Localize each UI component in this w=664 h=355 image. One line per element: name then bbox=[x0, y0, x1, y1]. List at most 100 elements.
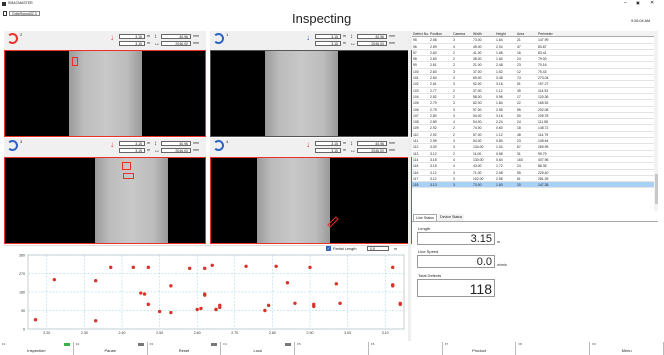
column-header[interactable]: Perimeter bbox=[538, 32, 553, 36]
table-row[interactable]: 102 2.61 3 92.00 3.16 51 197.27 bbox=[412, 81, 654, 88]
column-header[interactable]: Position bbox=[430, 32, 443, 36]
table-row[interactable]: 101 2.60 3 69.00 3.48 74 273.04 bbox=[412, 75, 654, 82]
table-row[interactable]: 110 2.92 2 57.00 1.12 48 114.79 bbox=[412, 132, 654, 139]
table-row[interactable]: 108 2.89 4 54.00 2.24 24 111.58 bbox=[412, 119, 654, 126]
column-header[interactable]: Camera bbox=[453, 32, 466, 36]
table-cell: 2.48 bbox=[496, 63, 503, 68]
refresh-icon[interactable] bbox=[213, 140, 224, 151]
recipe-tab[interactable]: GriteRound32.3 bbox=[9, 11, 40, 16]
table-cell: 2 bbox=[453, 88, 455, 93]
function-key-f3[interactable]: F3 Reset bbox=[147, 342, 222, 355]
unit-label: m bbox=[147, 41, 150, 45]
table-cell: 100 bbox=[413, 69, 419, 74]
table-row[interactable]: 114 3.15 4 130.00 0.64 163 407.96 bbox=[412, 157, 654, 164]
position-end-input[interactable]: 3.15 bbox=[315, 148, 341, 153]
width-input[interactable]: 2046.00 bbox=[357, 148, 387, 153]
speed-box: 0.0 bbox=[417, 255, 495, 268]
tab-device-status[interactable]: Device Status bbox=[437, 214, 465, 222]
table-row[interactable]: 98 2.60 2 38.00 1.60 24 79.00 bbox=[412, 56, 654, 63]
table-row[interactable]: 117 3.12 3 102.00 2.56 61 281.39 bbox=[412, 176, 654, 183]
refresh-icon[interactable] bbox=[7, 33, 18, 44]
function-key-f5[interactable]: F5 bbox=[295, 342, 369, 355]
function-key-f4[interactable]: F4 Lock bbox=[221, 342, 296, 355]
table-cell: 48 bbox=[517, 132, 521, 137]
table-row[interactable]: 105 2.79 3 82.00 1.84 22 165.92 bbox=[412, 100, 654, 107]
height-input[interactable]: 40.96 bbox=[161, 141, 191, 146]
table-row[interactable]: 106 2.79 3 97.00 2.55 55 202.08 bbox=[412, 107, 654, 113]
close-icon[interactable]: ✕ bbox=[650, 0, 655, 6]
position-end-input[interactable]: 3.15 bbox=[119, 41, 145, 46]
table-cell: 2 bbox=[453, 63, 455, 68]
function-key-f2[interactable]: F2 Pause bbox=[73, 342, 148, 355]
function-key-f6[interactable]: F6 bbox=[368, 342, 443, 355]
function-key-f9[interactable]: F9 Menu bbox=[590, 342, 664, 355]
height-input[interactable]: 40.96 bbox=[357, 34, 387, 39]
column-header[interactable]: Width bbox=[473, 32, 482, 36]
status-led bbox=[211, 343, 218, 346]
position-start-input[interactable]: 3.15 bbox=[315, 34, 341, 39]
table-cell: 3 bbox=[453, 76, 455, 81]
position-end-input[interactable]: 3.15 bbox=[315, 41, 341, 46]
table-row[interactable]: 113 3.12 2 11.00 0.68 31 59.79 bbox=[412, 151, 654, 157]
table-row[interactable]: 103 2.77 2 37.00 1.12 49 114.93 bbox=[412, 88, 654, 94]
table-row[interactable]: 96 2.59 4 45.00 2.04 47 83.87 bbox=[412, 44, 654, 50]
menu-icon[interactable] bbox=[3, 11, 7, 16]
position-start-input[interactable]: 3.15 bbox=[119, 34, 145, 39]
table-cell: 2.56 bbox=[496, 176, 503, 181]
defect-point bbox=[109, 265, 113, 270]
table-row[interactable]: 109 2.92 2 74.00 0.60 18 148.72 bbox=[412, 125, 654, 132]
table-row[interactable]: 115 3.15 4 43.00 1.72 24 88.35 bbox=[412, 163, 654, 170]
scroll-thumb[interactable] bbox=[654, 174, 658, 204]
function-key-f1[interactable]: F1 Inspection bbox=[0, 342, 74, 355]
table-cell: 2.82 bbox=[430, 94, 437, 99]
page-title: Inspecting bbox=[292, 11, 352, 26]
defect-table: Defect No. Position Camera Width Height Area P… bbox=[412, 31, 654, 189]
function-key-f8[interactable]: F8 bbox=[516, 342, 591, 355]
tab-line-status[interactable]: Line Status bbox=[413, 214, 437, 222]
position-start-input[interactable]: 3.15 bbox=[315, 141, 341, 146]
table-row[interactable]: 100 2.60 3 37.00 1.52 12 75.43 bbox=[412, 69, 654, 76]
refresh-icon[interactable] bbox=[213, 33, 224, 44]
table-row[interactable]: 116 3.12 3 71.00 2.08 55 225.40 bbox=[412, 170, 654, 176]
defect-point bbox=[293, 301, 297, 306]
table-cell: 2.92 bbox=[430, 132, 437, 137]
refresh-icon[interactable] bbox=[7, 140, 18, 151]
width-input[interactable]: 2046.00 bbox=[161, 41, 191, 46]
column-header[interactable]: Defect No. bbox=[413, 32, 429, 36]
table-scrollbar[interactable] bbox=[654, 31, 658, 211]
minimize-icon[interactable]: – bbox=[624, 0, 627, 6]
table-row[interactable]: 95 2.58 3 73.00 1.64 21 147.99 bbox=[412, 37, 654, 44]
height-input[interactable]: 40.96 bbox=[357, 141, 387, 146]
defects-box: 118 bbox=[417, 279, 495, 297]
width-input[interactable]: 2046.00 bbox=[357, 41, 387, 46]
width-input[interactable]: 2046.00 bbox=[161, 148, 191, 153]
panel-splitter[interactable] bbox=[408, 31, 411, 341]
function-key-f7[interactable]: F7 Product bbox=[442, 342, 517, 355]
app-icon bbox=[2, 1, 6, 6]
column-header[interactable]: Area bbox=[517, 32, 525, 36]
table-row[interactable]: 118 3.13 3 73.00 1.60 20 147.38 bbox=[412, 182, 654, 189]
position-start-input[interactable]: 3.15 bbox=[119, 141, 145, 146]
table-cell: 4 bbox=[453, 157, 455, 162]
camera-number: 3 bbox=[20, 139, 23, 144]
column-header[interactable]: Height bbox=[496, 32, 506, 36]
maximize-icon[interactable]: ▣ bbox=[636, 0, 640, 5]
defect-point bbox=[391, 265, 395, 270]
table-row[interactable]: 97 2.60 2 41.00 1.68 16 83.41 bbox=[412, 50, 654, 57]
position-end-input[interactable]: 3.15 bbox=[119, 148, 145, 153]
partial-length-unit: m bbox=[394, 246, 397, 251]
table-row[interactable]: 99 2.61 2 21.00 2.48 23 70.16 bbox=[412, 62, 654, 69]
table-cell: 3 bbox=[453, 183, 455, 188]
partial-length-checkbox[interactable]: ✓ bbox=[326, 246, 331, 251]
table-row[interactable]: 111 2.95 3 54.00 0.80 23 108.64 bbox=[412, 138, 654, 145]
table-cell: 54.00 bbox=[473, 120, 482, 125]
table-row[interactable]: 104 2.82 2 58.00 0.96 17 120.36 bbox=[412, 94, 654, 101]
table-row[interactable]: 107 2.80 3 54.00 3.16 50 205.78 bbox=[412, 113, 654, 120]
status-led bbox=[285, 343, 292, 346]
partial-length-input[interactable]: 0.5 bbox=[367, 246, 389, 251]
table-cell: 1.12 bbox=[496, 132, 503, 137]
table-cell: 37.00 bbox=[473, 69, 482, 74]
defect-point bbox=[391, 283, 395, 287]
table-row[interactable]: 112 3.00 3 134.00 1.04 67 269.95 bbox=[412, 144, 654, 151]
height-input[interactable]: 40.96 bbox=[161, 34, 191, 39]
